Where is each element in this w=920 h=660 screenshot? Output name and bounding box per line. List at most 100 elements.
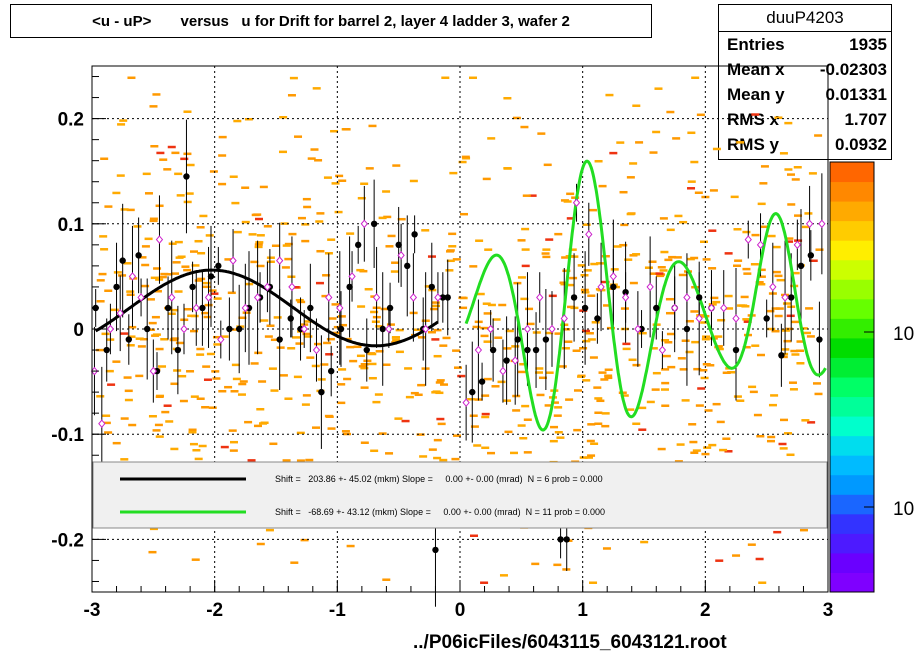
histogram-cell — [148, 414, 157, 418]
histogram-cell — [503, 96, 512, 100]
histogram-cell — [571, 196, 580, 199]
histogram-cell — [700, 240, 709, 244]
data-point-diamond — [180, 324, 188, 334]
histogram-cell — [213, 297, 222, 300]
data-point — [135, 252, 142, 259]
histogram-cell — [194, 457, 203, 461]
data-point — [581, 304, 589, 312]
histogram-cell — [473, 444, 482, 447]
histogram-cell — [609, 151, 618, 155]
data-point — [328, 367, 335, 375]
data-point — [428, 283, 435, 291]
histogram-cell — [181, 265, 190, 268]
histogram-cell — [646, 400, 655, 404]
histogram-cell — [758, 581, 767, 584]
histogram-cell — [206, 352, 215, 356]
histogram-cell — [321, 294, 330, 298]
histogram-cell — [453, 434, 462, 437]
histogram-cell — [107, 383, 116, 386]
histogram-cell — [755, 557, 764, 561]
histogram-cell — [135, 337, 144, 340]
histogram-cell — [382, 363, 391, 366]
histogram-cell — [804, 212, 813, 215]
histogram-cell — [498, 303, 507, 307]
histogram-cell — [168, 242, 177, 245]
histogram-cell — [156, 151, 165, 155]
histogram-cell — [699, 369, 708, 372]
histogram-cell — [708, 229, 717, 232]
histogram-cell — [155, 395, 164, 399]
histogram-cell — [616, 141, 625, 144]
histogram-cell — [803, 331, 812, 335]
histogram-cell — [532, 331, 541, 334]
histogram-cell — [708, 443, 717, 447]
histogram-cell — [733, 264, 742, 267]
histogram-cell — [715, 559, 724, 562]
stats-value: -0.02303 — [819, 60, 887, 79]
color-scale-cell — [830, 337, 874, 358]
histogram-cell — [751, 233, 760, 237]
color-scale: 10 10 — [829, 161, 914, 593]
histogram-cell — [460, 212, 469, 216]
data-point — [346, 283, 353, 291]
histogram-cell — [220, 335, 229, 338]
histogram-cell — [105, 369, 114, 373]
data-point — [318, 388, 325, 396]
histogram-cell — [487, 451, 496, 455]
data-point-diamond — [421, 324, 430, 334]
histogram-cell — [660, 388, 669, 391]
histogram-cell — [766, 309, 775, 313]
histogram-cell — [712, 147, 721, 151]
data-point — [404, 262, 411, 270]
data-point-diamond — [646, 282, 654, 292]
histogram-cell — [138, 256, 147, 259]
histogram-cell — [170, 382, 179, 386]
fit-curves — [94, 159, 827, 432]
histogram-cell — [293, 375, 302, 379]
data-point-diamond — [385, 324, 393, 334]
histogram-cell — [517, 239, 526, 242]
data-point-diamond — [744, 235, 752, 244]
histogram-cell — [722, 371, 731, 375]
histogram-cell — [232, 377, 241, 381]
histogram-cell — [665, 311, 674, 315]
histogram-cell — [230, 390, 239, 393]
data-point — [363, 346, 370, 354]
histogram-cell — [589, 581, 598, 584]
histogram-cell — [730, 195, 739, 199]
histogram-cell — [487, 303, 496, 307]
data-point-diamond — [336, 303, 344, 313]
histogram-cell — [573, 389, 582, 392]
chart-title: <u - uP> versus u for Drift for barrel 2… — [92, 13, 570, 30]
histogram-cell — [127, 76, 136, 80]
histogram-cell — [715, 347, 724, 351]
histogram-cell — [767, 435, 776, 439]
histogram-cell — [183, 152, 192, 156]
histogram-cell — [724, 450, 733, 453]
data-point — [287, 315, 294, 322]
histogram-cell — [190, 329, 199, 333]
histogram-cell — [774, 116, 783, 119]
data-point-diamond — [137, 293, 145, 302]
histogram-cell — [452, 258, 461, 261]
histogram-cell — [119, 119, 128, 122]
histogram-cell — [436, 379, 445, 382]
histogram-cell — [209, 170, 218, 173]
x-tick-label: -2 — [206, 600, 223, 621]
histogram-cell — [674, 214, 683, 218]
histogram-cell — [696, 113, 705, 117]
histogram-cell — [337, 383, 346, 386]
histogram-cell — [801, 225, 810, 229]
histogram-cell — [469, 265, 478, 268]
histogram-cell — [370, 449, 379, 453]
histogram-cell — [392, 164, 401, 167]
histogram-cell — [244, 117, 253, 121]
data-point-diamond — [241, 303, 249, 313]
histogram-cell — [554, 406, 563, 409]
histogram-cell — [190, 395, 199, 398]
histogram-cell — [799, 528, 808, 532]
data-point-diamond — [756, 240, 765, 250]
data-point-diamond — [572, 198, 581, 208]
histogram-cell — [176, 194, 185, 197]
histogram-cell — [660, 250, 669, 254]
